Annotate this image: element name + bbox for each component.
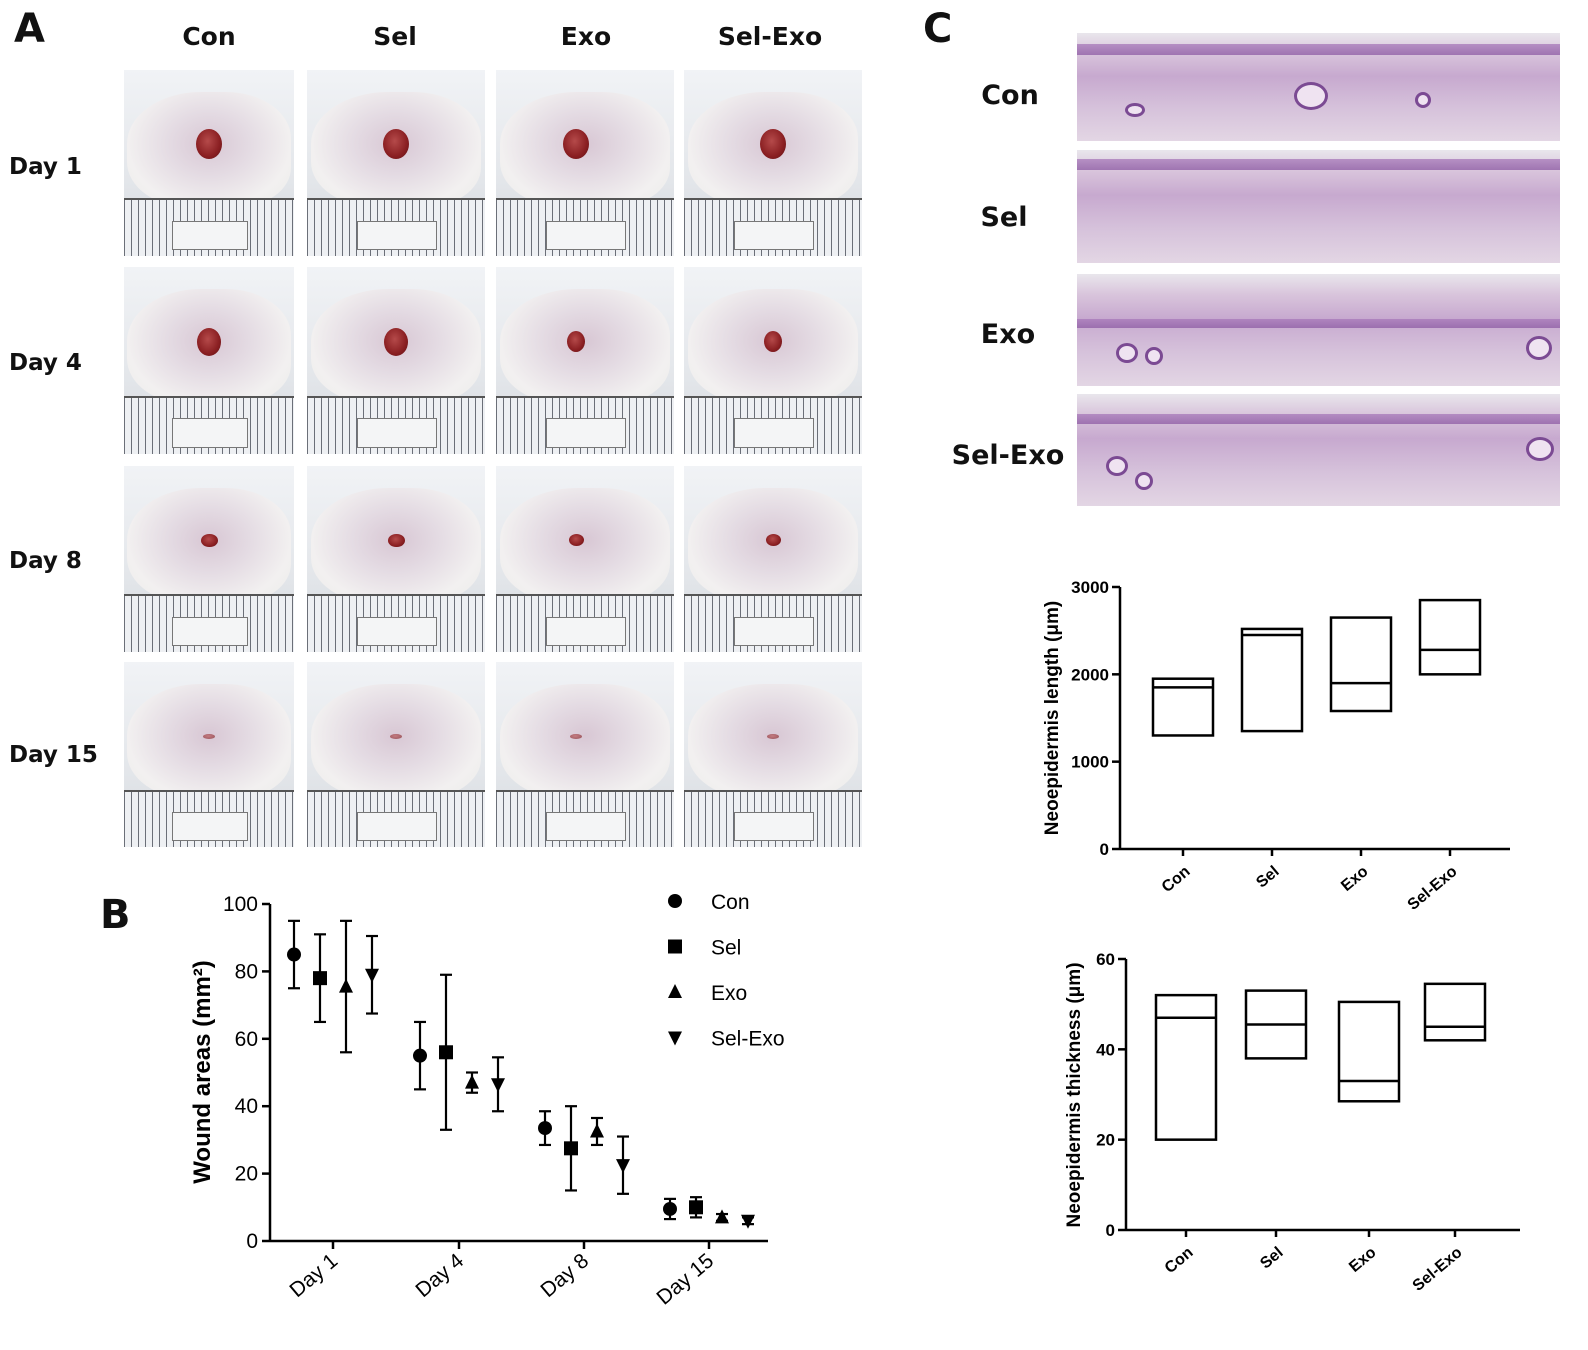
- b-legend-marker: [668, 939, 682, 954]
- c2-ytick-label: 0: [1106, 1221, 1115, 1240]
- c1-xtick-label: Con: [1159, 863, 1194, 896]
- mouse-photo-exo-day4: [496, 267, 674, 454]
- b-xtick-label: Day 4: [411, 1249, 468, 1302]
- c1-xtick-label: Sel-Exo: [1405, 863, 1461, 914]
- mouse-photo-con-day8: [124, 466, 294, 652]
- c2-xtick-label: Sel: [1257, 1244, 1286, 1272]
- b-xtick-label: Day 1: [285, 1249, 342, 1302]
- b-point-sel-exo: [491, 1078, 505, 1093]
- mouse-photo-sel-exo-day8: [684, 466, 862, 652]
- b-point-con: [538, 1121, 552, 1136]
- histo-label-sel: Sel: [980, 202, 1028, 233]
- mouse-photo-sel-day4: [307, 267, 485, 454]
- col-label-exo: Exo: [560, 22, 612, 51]
- c1-ytick-label: 2000: [1071, 665, 1109, 684]
- b-point-con: [287, 947, 301, 962]
- mouse-photo-con-day1: [124, 70, 294, 256]
- col-label-sel-exo: Sel-Exo: [717, 22, 823, 51]
- b-ytick-label: 40: [235, 1095, 258, 1118]
- c1-box-exo: [1329, 616, 1393, 713]
- b-point-exo: [465, 1074, 479, 1089]
- histo-label-con: Con: [981, 80, 1039, 111]
- col-label-con: Con: [182, 22, 236, 51]
- neoepidermis-thickness-chart: Neoepidermis thickness (μm) 0 20 40 60 Con S…: [1064, 950, 1520, 1295]
- panel-a-letter: A: [14, 6, 45, 52]
- mouse-photo-sel-day8: [307, 466, 485, 652]
- c2-ytick-label: 40: [1096, 1040, 1115, 1059]
- c2-y-label: Neoepidermis thickness (μm): [1064, 962, 1085, 1227]
- b-xtick-label: Day 8: [536, 1249, 593, 1302]
- mouse-photo-exo-day1: [496, 70, 674, 256]
- c1-box-sel: [1240, 627, 1304, 733]
- histology-image-exo: [1077, 274, 1560, 386]
- c2-box-con: [1154, 993, 1218, 1141]
- b-legend-marker: [668, 984, 682, 998]
- histo-label-sel-exo: Sel-Exo: [951, 440, 1065, 471]
- b-point-con: [413, 1048, 427, 1063]
- c1-xtick-label: Exo: [1338, 863, 1372, 895]
- row-label-day15: Day 15: [9, 742, 98, 768]
- histology-image-sel: [1077, 150, 1560, 263]
- b-point-exo: [339, 978, 353, 993]
- c2-xtick-label: Exo: [1346, 1244, 1380, 1276]
- wound-area-chart: Wound areas (mm²) 0 20 40 60 80 100 Day 1 Day …: [189, 891, 785, 1310]
- mouse-photo-con-day15: [124, 662, 294, 847]
- histology-image-sel-exo: [1077, 394, 1560, 506]
- c1-y-label: Neoepidermis length (μm): [1042, 601, 1063, 835]
- row-label-day8: Day 8: [9, 548, 82, 574]
- c1-ytick-label: 0: [1100, 840, 1109, 859]
- row-label-day1: Day 1: [9, 154, 82, 180]
- c2-box-exo: [1337, 1000, 1401, 1103]
- c1-box-con: [1151, 677, 1215, 737]
- b-point-sel: [689, 1200, 703, 1215]
- b-point-sel-exo: [741, 1214, 755, 1229]
- b-point-sel-exo: [616, 1159, 630, 1174]
- b-point-sel: [313, 971, 327, 986]
- mouse-photo-sel-exo-day1: [684, 70, 862, 256]
- panel-b-letter: B: [100, 892, 131, 938]
- mouse-photo-sel-exo-day15: [684, 662, 862, 847]
- c2-xtick-label: Sel-Exo: [1410, 1244, 1466, 1295]
- c2-box-sel-exo: [1423, 982, 1487, 1042]
- b-legend-marker: [668, 894, 682, 908]
- c1-box-sel-exo: [1418, 598, 1482, 676]
- b-ytick-label: 100: [223, 893, 258, 916]
- mouse-photo-exo-day8: [496, 466, 674, 652]
- c1-ytick-label: 3000: [1071, 578, 1109, 597]
- b-legend-marker: [668, 1031, 682, 1046]
- mouse-photo-sel-exo-day4: [684, 267, 862, 454]
- b-point-exo: [590, 1123, 604, 1138]
- neoepidermis-length-chart: Neoepidermis length (μm) 0 1000 2000 3000 C…: [1042, 578, 1510, 914]
- b-legend-label-sel-exo: Sel-Exo: [711, 1028, 785, 1051]
- mouse-photo-exo-day15: [496, 662, 674, 847]
- mouse-photo-sel-day15: [307, 662, 485, 847]
- b-point-sel-exo: [365, 968, 379, 983]
- b-point-exo: [715, 1209, 729, 1224]
- histo-label-exo: Exo: [980, 319, 1036, 350]
- histology-image-con: [1077, 33, 1560, 141]
- mouse-photo-con-day4: [124, 267, 294, 454]
- c2-ytick-label: 20: [1096, 1131, 1115, 1150]
- c2-xtick-label: Con: [1162, 1244, 1197, 1277]
- b-ytick-label: 60: [235, 1028, 258, 1051]
- b-y-label: Wound areas (mm²): [189, 960, 216, 1184]
- b-legend-label-exo: Exo: [711, 982, 747, 1005]
- c2-ytick-label: 60: [1096, 950, 1115, 969]
- b-xtick-label: Day 15: [652, 1249, 718, 1309]
- b-point-con: [663, 1201, 677, 1216]
- b-point-sel: [439, 1045, 453, 1060]
- mouse-photo-sel-day1: [307, 70, 485, 256]
- b-ytick-label: 80: [235, 960, 258, 983]
- panel-c-letter: C: [923, 6, 953, 52]
- col-label-sel: Sel: [373, 22, 417, 51]
- row-label-day4: Day 4: [9, 350, 82, 376]
- b-legend-label-con: Con: [711, 891, 750, 914]
- c1-ytick-label: 1000: [1071, 753, 1109, 772]
- b-ytick-label: 20: [235, 1163, 258, 1186]
- c1-xtick-label: Sel: [1253, 863, 1282, 891]
- b-point-sel: [564, 1141, 578, 1156]
- b-ytick-label: 0: [246, 1230, 258, 1253]
- b-legend-label-sel: Sel: [711, 937, 741, 960]
